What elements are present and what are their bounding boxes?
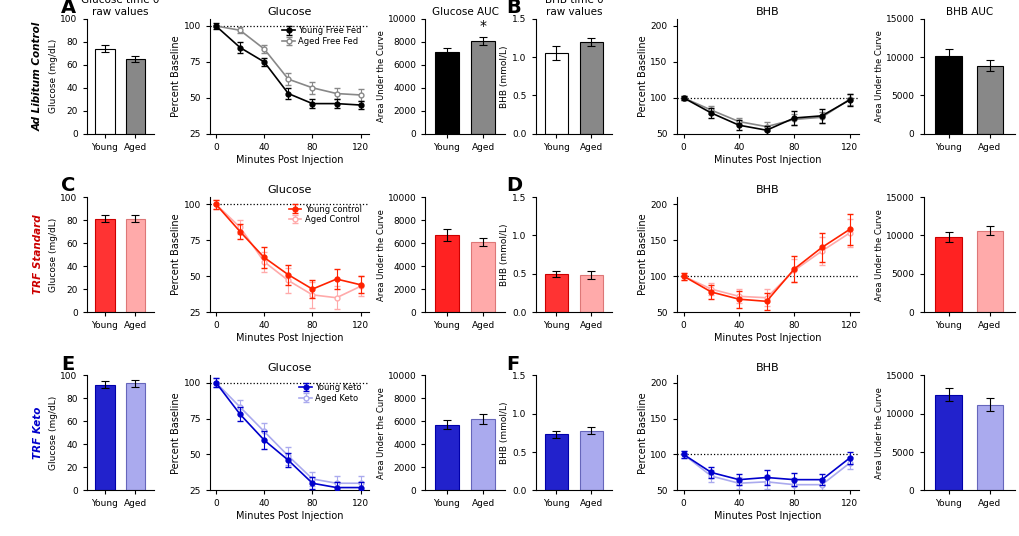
Y-axis label: Percent Baseline: Percent Baseline <box>637 392 647 474</box>
Text: E: E <box>61 355 74 374</box>
Text: TRF Keto: TRF Keto <box>33 407 43 459</box>
Bar <box>544 435 568 490</box>
Y-axis label: Area Under the Curve: Area Under the Curve <box>874 31 883 122</box>
Y-axis label: BHB (mmol/L): BHB (mmol/L) <box>500 224 508 286</box>
Bar <box>125 219 146 312</box>
Legend: Young Keto, Aged Keto: Young Keto, Aged Keto <box>296 379 365 406</box>
Y-axis label: Area Under the Curve: Area Under the Curve <box>377 209 386 301</box>
Bar <box>580 42 602 134</box>
Bar <box>544 53 568 134</box>
Title: Glucose: Glucose <box>267 6 312 17</box>
Text: B: B <box>505 0 521 17</box>
Bar <box>471 419 494 490</box>
Y-axis label: Area Under the Curve: Area Under the Curve <box>874 209 883 301</box>
X-axis label: Minutes Post Injection: Minutes Post Injection <box>235 154 343 165</box>
Y-axis label: BHB (mmol/L): BHB (mmol/L) <box>500 401 508 464</box>
Title: Glucose AUC: Glucose AUC <box>431 6 498 17</box>
Title: BHB AUC: BHB AUC <box>945 6 991 17</box>
Legend: Young Free Fed, Aged Free Fed: Young Free Fed, Aged Free Fed <box>279 23 365 49</box>
X-axis label: Minutes Post Injection: Minutes Post Injection <box>713 511 821 521</box>
Title: BHB time 0
raw values: BHB time 0 raw values <box>544 0 602 17</box>
Bar <box>95 385 115 490</box>
X-axis label: Minutes Post Injection: Minutes Post Injection <box>235 511 343 521</box>
Y-axis label: Glucose (mg/dL): Glucose (mg/dL) <box>49 396 58 470</box>
Y-axis label: Percent Baseline: Percent Baseline <box>170 392 180 474</box>
Legend: Young control, Aged Control: Young control, Aged Control <box>285 201 365 228</box>
Text: F: F <box>505 355 519 374</box>
Text: *: * <box>479 19 486 33</box>
Bar <box>580 276 602 312</box>
X-axis label: Minutes Post Injection: Minutes Post Injection <box>713 154 821 165</box>
Text: C: C <box>61 176 75 195</box>
Bar <box>435 52 459 134</box>
Title: BHB: BHB <box>755 363 780 373</box>
Bar <box>975 405 1003 490</box>
Bar <box>975 231 1003 312</box>
Bar <box>580 430 602 490</box>
Bar <box>934 56 961 134</box>
Text: D: D <box>505 176 522 195</box>
Text: A: A <box>61 0 76 17</box>
Title: Glucose: Glucose <box>267 185 312 195</box>
Bar <box>95 219 115 312</box>
X-axis label: Minutes Post Injection: Minutes Post Injection <box>235 333 343 343</box>
Bar <box>435 235 459 312</box>
Y-axis label: Area Under the Curve: Area Under the Curve <box>874 387 883 479</box>
Y-axis label: Glucose (mg/dL): Glucose (mg/dL) <box>49 39 58 114</box>
Y-axis label: Percent Baseline: Percent Baseline <box>170 214 180 295</box>
Bar <box>125 383 146 490</box>
Bar <box>471 41 494 134</box>
Text: Ad Libitum Control: Ad Libitum Control <box>33 21 43 131</box>
Bar <box>471 242 494 312</box>
Bar <box>934 394 961 490</box>
Bar <box>934 237 961 312</box>
Text: TRF Standard: TRF Standard <box>33 215 43 294</box>
Bar <box>435 425 459 490</box>
X-axis label: Minutes Post Injection: Minutes Post Injection <box>713 333 821 343</box>
Y-axis label: Area Under the Curve: Area Under the Curve <box>377 387 386 479</box>
Title: Glucose: Glucose <box>267 363 312 373</box>
Y-axis label: Percent Baseline: Percent Baseline <box>637 214 647 295</box>
Bar <box>125 59 146 134</box>
Bar <box>975 65 1003 134</box>
Bar <box>544 274 568 312</box>
Y-axis label: BHB (mmol/L): BHB (mmol/L) <box>500 45 508 108</box>
Title: Glucose time 0
raw values: Glucose time 0 raw values <box>81 0 159 17</box>
Title: BHB: BHB <box>755 185 780 195</box>
Y-axis label: Percent Baseline: Percent Baseline <box>637 35 647 117</box>
Y-axis label: Glucose (mg/dL): Glucose (mg/dL) <box>49 218 58 292</box>
Y-axis label: Area Under the Curve: Area Under the Curve <box>377 31 386 122</box>
Title: BHB: BHB <box>755 6 780 17</box>
Bar <box>95 49 115 134</box>
Y-axis label: Percent Baseline: Percent Baseline <box>170 35 180 117</box>
